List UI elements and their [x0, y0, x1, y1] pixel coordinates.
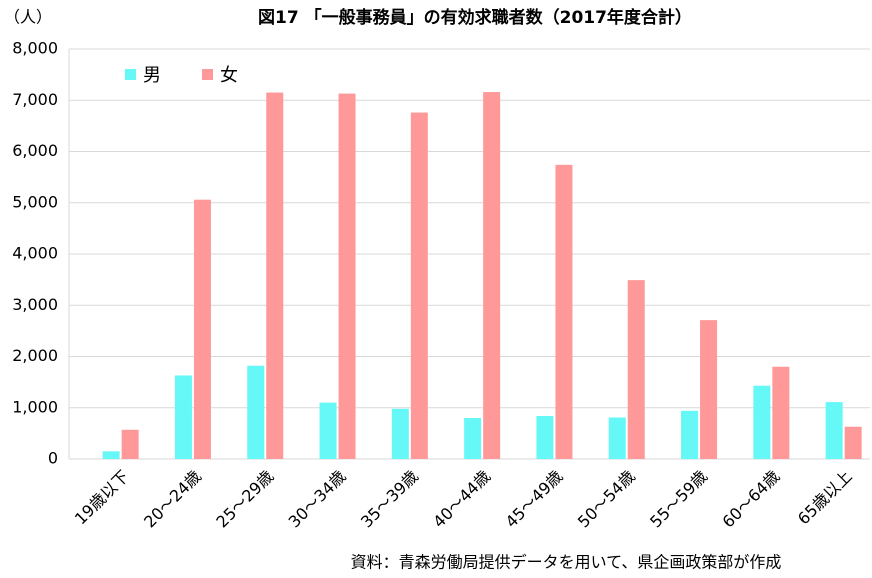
x-tick-label: 20～24歳	[140, 467, 205, 532]
y-tick-label: 5,000	[12, 192, 58, 211]
bar	[681, 410, 699, 459]
y-tick-label: 0	[48, 449, 58, 468]
y-tick-label: 7,000	[12, 90, 58, 109]
x-tick-label: 40～44歳	[429, 467, 494, 532]
y-tick-label: 1,000	[12, 397, 58, 416]
legend-label: 女	[220, 65, 238, 86]
chart-title: 図17 「一般事務員」の有効求職者数（2017年度合計）	[258, 7, 692, 28]
bar	[319, 402, 337, 459]
bar	[753, 385, 771, 459]
x-tick-label: 60～64歳	[718, 467, 783, 532]
bar	[608, 417, 626, 459]
legend-swatch	[202, 69, 213, 80]
y-tick-label: 4,000	[12, 244, 58, 263]
y-tick-label: 6,000	[12, 141, 58, 160]
legend-swatch	[125, 69, 136, 80]
y-tick-label: 8,000	[12, 39, 58, 58]
bar	[338, 93, 356, 460]
bar	[700, 320, 718, 459]
bar	[266, 92, 284, 459]
bar	[772, 366, 790, 459]
bar	[483, 92, 501, 460]
bar	[825, 402, 843, 459]
bar	[464, 418, 482, 459]
source-note: 資料：青森労働局提供データを用いて、県企画政策部が作成	[351, 553, 782, 572]
x-tick-label: 55～59歳	[646, 467, 711, 532]
bar	[391, 408, 409, 459]
bar	[555, 164, 573, 459]
x-tick-label: 19歳以下	[71, 467, 133, 529]
y-unit: （人）	[4, 8, 52, 27]
x-tick-label: 50～54歳	[574, 467, 639, 532]
bar	[193, 199, 211, 460]
bar	[844, 426, 862, 459]
bar	[410, 112, 428, 460]
x-tick-label: 35～39歳	[357, 467, 422, 532]
bar	[174, 375, 192, 459]
x-tick-label: 65歳以上	[794, 467, 856, 529]
y-tick-label: 3,000	[12, 295, 58, 314]
x-tick-label: 45～49歳	[502, 467, 567, 532]
bar	[536, 415, 554, 459]
y-tick-label: 2,000	[12, 346, 58, 365]
bar	[121, 429, 139, 459]
bar	[627, 280, 645, 459]
legend-label: 男	[143, 65, 161, 86]
x-tick-label: 25～29歳	[212, 467, 277, 532]
bar	[247, 365, 265, 459]
bar	[102, 451, 120, 459]
x-tick-label: 30～34歳	[285, 467, 350, 532]
